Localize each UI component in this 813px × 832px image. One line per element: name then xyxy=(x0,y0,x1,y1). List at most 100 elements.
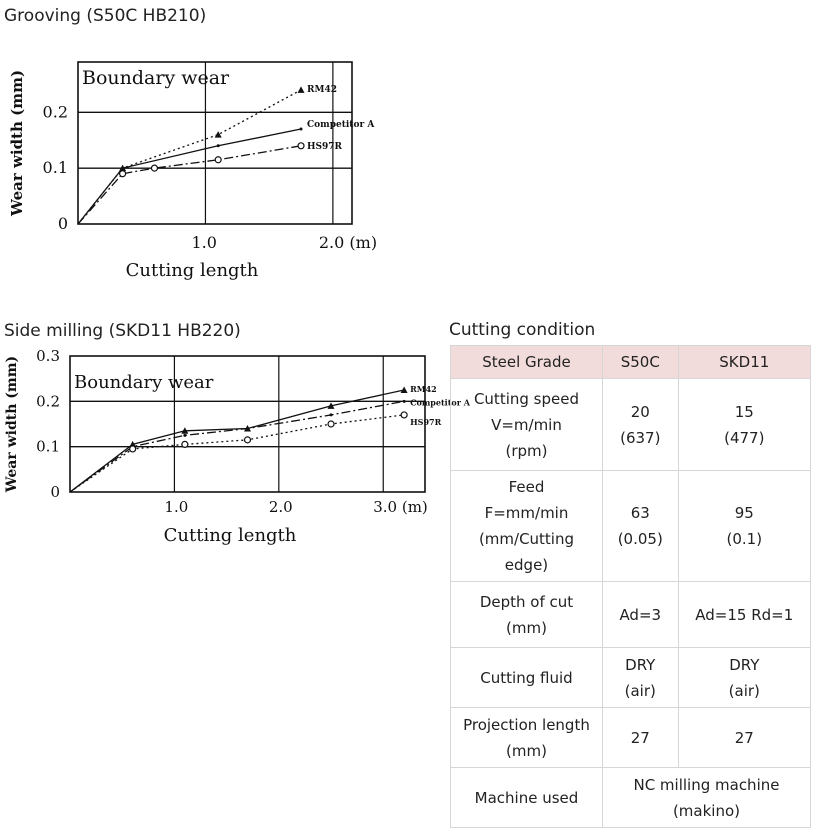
data-point xyxy=(121,166,125,170)
row-value-skd11-line: 95 xyxy=(734,504,754,522)
row-value-merged-line: NC milling machine xyxy=(633,775,780,794)
data-point-triangle xyxy=(181,427,189,434)
row-value-skd11-line: (air) xyxy=(728,681,760,700)
row-value-skd11: Ad=15 Rd=1 xyxy=(677,581,812,648)
data-point-circle xyxy=(243,436,252,444)
row-label-line: Cutting fluid xyxy=(480,668,573,687)
row-value-skd11: DRY (air) xyxy=(677,647,812,708)
row-value-s50c-line: 63 xyxy=(630,504,650,522)
y-tick-label: 0 xyxy=(58,214,68,233)
row-value-skd11: 95 (0.1) xyxy=(677,470,812,582)
grooving-wear-chart: 0 0.1 0.2 1.0 2.0 (m) Cutting length Wear widt… xyxy=(8,61,377,281)
data-point-triangle xyxy=(129,440,137,448)
row-value-skd11-line: (477) xyxy=(724,428,765,447)
data-point-circle xyxy=(129,445,137,453)
data-point xyxy=(299,127,303,131)
series-legend-label: RM42 xyxy=(307,85,337,95)
row-value-s50c: DRY (air) xyxy=(601,647,679,708)
header-s50c: S50C xyxy=(601,345,679,379)
row-value-s50c: 27 xyxy=(601,707,679,768)
y-tick-label: 0 xyxy=(50,483,60,501)
row-label-line: (rpm) xyxy=(505,441,548,460)
series-legend-label: HS97R xyxy=(410,417,441,427)
side-milling-wear-chart: 0 0.1 0.2 0.3 1.0 2.0 3.0 (m) Cutting length Wea… xyxy=(4,347,471,546)
data-point-triangle xyxy=(297,86,305,93)
y-tick-label: 0.3 xyxy=(36,347,60,365)
data-point xyxy=(183,433,187,437)
row-label-line: edge) xyxy=(504,556,549,574)
chart-inner-title: Boundary wear xyxy=(74,372,214,393)
data-point xyxy=(246,427,249,431)
x-tick-label: 1.0 xyxy=(191,233,216,252)
row-value-skd11-line: Ad=15 Rd=1 xyxy=(695,605,794,624)
row-value-skd11-line: 15 xyxy=(734,402,754,421)
data-point-circle xyxy=(181,440,189,449)
x-tick-label: 3.0 (m) xyxy=(373,498,428,516)
row-label-line: F=mm/min xyxy=(484,504,569,522)
row-label-line: Projection length xyxy=(463,715,590,734)
table-row: Cutting fluid DRY (air) DRY (air) xyxy=(450,647,812,708)
data-point-circle xyxy=(214,156,222,164)
series-line-rm42 xyxy=(69,389,405,493)
data-point-circle xyxy=(400,411,408,419)
table-row: Depth of cut (mm) Ad=3 Ad=15 Rd=1 xyxy=(450,581,812,648)
row-label-line: Machine used xyxy=(474,788,579,807)
grooving-heading: Grooving (S50C HB210) xyxy=(4,6,207,26)
data-point-circle xyxy=(119,170,127,178)
data-point-circle xyxy=(327,420,335,428)
data-point-circle xyxy=(150,164,159,172)
table-row: Cutting speed V=m/min (rpm) 20 (637) 15 (477) xyxy=(450,378,812,471)
x-tick-label: 2.0 (m) xyxy=(319,233,377,252)
row-value-s50c: 63 (0.05) xyxy=(601,470,679,582)
series-line-competitor-a xyxy=(77,128,302,225)
series-legend-label: HS97R xyxy=(307,142,343,152)
row-label-line: Cutting speed xyxy=(473,389,579,408)
row-label: Depth of cut (mm) xyxy=(450,581,603,648)
row-value-s50c-line: DRY xyxy=(625,655,656,674)
x-axis-label: Cutting length xyxy=(126,260,259,281)
cutting-condition-heading: Cutting condition xyxy=(449,320,596,340)
row-value-s50c-line: (637) xyxy=(620,428,661,447)
row-label: Cutting speed V=m/min (rpm) xyxy=(450,378,603,471)
series-line-hs97r xyxy=(77,145,302,225)
plot-frame xyxy=(69,355,426,493)
row-value-skd11-line: (0.1) xyxy=(726,530,763,548)
y-tick-label: 0.1 xyxy=(43,158,68,177)
row-value-s50c: 20 (637) xyxy=(601,378,679,471)
row-value-skd11: 15 (477) xyxy=(677,378,812,471)
data-point-circle xyxy=(297,142,305,150)
row-label-line: V=m/min xyxy=(491,415,562,434)
y-axis-label: Wear width (mm) xyxy=(8,70,26,217)
row-value-skd11-line: DRY xyxy=(729,655,760,674)
table-row: Feed F=mm/min (mm/Cutting edge) 63 (0.05) 95 (0… xyxy=(450,470,812,582)
row-label-line: (mm/Cutting xyxy=(478,530,575,548)
y-axis-label: Wear width (mm) xyxy=(4,356,20,493)
data-point xyxy=(329,413,333,417)
table-row: Projection length (mm) 27 27 xyxy=(450,707,812,768)
row-value-s50c-line: 20 xyxy=(630,402,650,421)
row-label: Machine used xyxy=(450,767,603,828)
series-legend-label: Competitor A xyxy=(410,397,471,407)
data-point xyxy=(402,399,406,403)
row-value-merged-line: (makino) xyxy=(672,801,740,820)
series-line-competitor-a xyxy=(69,400,405,493)
row-label: Feed F=mm/min (mm/Cutting edge) xyxy=(450,470,603,582)
x-axis-label: Cutting length xyxy=(164,525,297,546)
row-label: Cutting fluid xyxy=(450,647,603,708)
y-tick-label: 0.1 xyxy=(36,438,60,456)
y-tick-label: 0.2 xyxy=(43,102,68,121)
row-value-skd11-line: 27 xyxy=(734,728,754,747)
x-tick-label: 2.0 xyxy=(269,498,293,516)
y-tick-label: 0.2 xyxy=(36,392,60,410)
header-steel-grade: Steel Grade xyxy=(450,345,603,379)
data-point xyxy=(216,144,220,148)
row-value-s50c-line: (0.05) xyxy=(617,530,663,548)
side-milling-heading: Side milling (SKD11 HB220) xyxy=(4,321,241,341)
row-label-line: (mm) xyxy=(506,618,547,637)
table-row: Machine used NC milling machine (makino) xyxy=(450,767,812,828)
row-value-s50c-line: Ad=3 xyxy=(619,605,662,624)
x-tick-label: 1.0 xyxy=(164,498,188,516)
row-value-s50c-line: 27 xyxy=(630,728,650,747)
row-value-merged: NC milling machine (makino) xyxy=(601,767,812,828)
cutting-condition-table: Steel Grade S50C SKD11 Cutting speed V=m/… xyxy=(450,345,812,828)
